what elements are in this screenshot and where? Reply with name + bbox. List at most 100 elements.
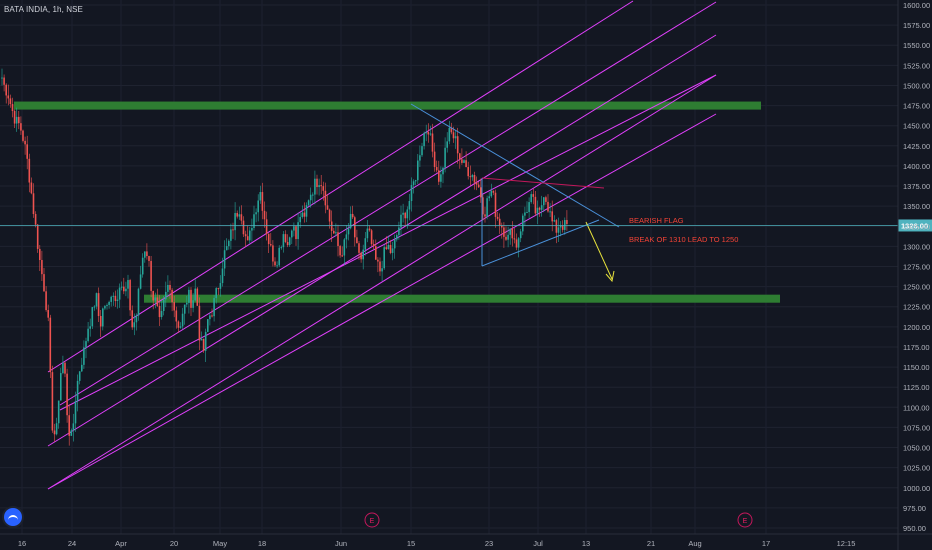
y-tick-label: 1300.00 — [903, 242, 930, 251]
candle-body — [13, 111, 16, 124]
candle-body — [494, 192, 497, 217]
projection-arrow — [585, 221, 613, 280]
trendline-upper — [410, 103, 620, 228]
y-tick-label: 1200.00 — [903, 323, 930, 332]
candle-body — [282, 234, 285, 248]
y-tick-label: 1375.00 — [903, 182, 930, 191]
x-axis[interactable]: 16 24 Apr 20 May 18 Jun 15 23 Jul 13 21 Aug 17 12:15 — [0, 533, 932, 548]
candle-body — [503, 227, 505, 237]
y-tick-label: 1400.00 — [903, 162, 930, 171]
candle-body — [230, 229, 232, 241]
candle-body — [381, 268, 383, 272]
candle-body — [18, 116, 20, 124]
candle-body — [358, 243, 360, 253]
candle-body — [461, 159, 463, 163]
candle-body — [387, 244, 390, 250]
candle-body — [446, 141, 448, 148]
candle-body — [198, 305, 201, 341]
candle-body — [488, 196, 490, 199]
channel-line — [47, 34, 717, 447]
x-tick-label: 24 — [68, 539, 76, 548]
candle-body — [78, 371, 81, 381]
tradingview-logo-icon[interactable] — [4, 508, 22, 526]
candle-body — [36, 224, 39, 249]
candle-body — [242, 220, 245, 235]
candle-body — [150, 260, 152, 291]
candle-body — [234, 213, 236, 231]
candle-body — [154, 297, 157, 301]
candle-body — [110, 296, 112, 302]
candle-body — [362, 249, 364, 260]
candle-body — [89, 326, 91, 329]
x-tick-label: Jun — [335, 539, 347, 548]
candle-body — [423, 133, 425, 147]
candle-body — [435, 167, 438, 171]
candle-body — [28, 158, 31, 183]
candle-body — [330, 221, 333, 231]
trendline-lower — [481, 219, 600, 267]
candle-body — [123, 286, 125, 292]
y-axis[interactable]: 950.00 975.00 1000.00 1025.00 1050.00 1075.00… — [897, 0, 930, 550]
candle-body — [162, 299, 165, 312]
candle-body — [87, 328, 89, 342]
candle-body — [398, 227, 400, 236]
candle-body — [414, 180, 417, 182]
candle-body — [498, 218, 501, 226]
candle-body — [194, 288, 196, 301]
candle-body — [158, 305, 161, 318]
candle-body — [402, 212, 404, 215]
x-tick-label: 16 — [18, 539, 26, 548]
candle-body — [297, 222, 299, 240]
candle-body — [190, 289, 192, 308]
candle-body — [144, 251, 146, 258]
zones — [14, 101, 780, 303]
candle-body — [347, 228, 350, 235]
candle-body — [377, 259, 379, 262]
candle-body — [515, 239, 518, 248]
annotation-pattern: BEARISH FLAG — [629, 216, 684, 225]
y-tick-label: 1000.00 — [903, 484, 930, 493]
candle-body — [549, 211, 551, 213]
candle-body — [26, 144, 28, 159]
candle-body — [473, 174, 476, 183]
candle-body — [372, 244, 375, 247]
symbol-title[interactable]: BATA INDIA, 1h, NSE — [4, 5, 83, 14]
candle-body — [280, 247, 283, 249]
candle-body — [545, 197, 547, 202]
candle-body — [251, 227, 253, 231]
candle-body — [47, 310, 49, 318]
y-tick-label: 1600.00 — [903, 1, 930, 10]
earnings-marker[interactable] — [364, 512, 380, 528]
candles — [1, 68, 568, 446]
candle-body — [509, 228, 511, 235]
channel-line — [59, 1, 717, 406]
candle-body — [270, 244, 272, 246]
earnings-marker[interactable] — [737, 512, 753, 528]
candle-body — [165, 291, 167, 300]
y-tick-label: 975.00 — [903, 504, 926, 513]
y-tick-label: 1500.00 — [903, 81, 930, 90]
y-tick-label: 1275.00 — [903, 263, 930, 272]
candle-body — [120, 286, 123, 288]
candle-body — [385, 247, 388, 250]
x-tick-label: 17 — [762, 539, 770, 548]
candle-body — [427, 131, 430, 135]
candle-body — [440, 174, 442, 182]
candle-body — [492, 190, 495, 193]
candle-body — [419, 155, 421, 161]
candle-body — [540, 205, 543, 210]
candle-body — [114, 295, 117, 302]
candle-body — [7, 95, 10, 99]
candle-body — [417, 160, 419, 181]
candle-body — [425, 131, 427, 134]
candle-body — [217, 288, 220, 290]
candle-body — [97, 293, 100, 317]
candle-body — [505, 236, 507, 240]
candle-body — [305, 205, 308, 217]
candle-body — [221, 268, 224, 284]
candle-body — [354, 217, 356, 238]
candle-body — [267, 233, 270, 245]
candle-body — [173, 302, 175, 311]
x-tick-label: Jul — [533, 539, 543, 548]
